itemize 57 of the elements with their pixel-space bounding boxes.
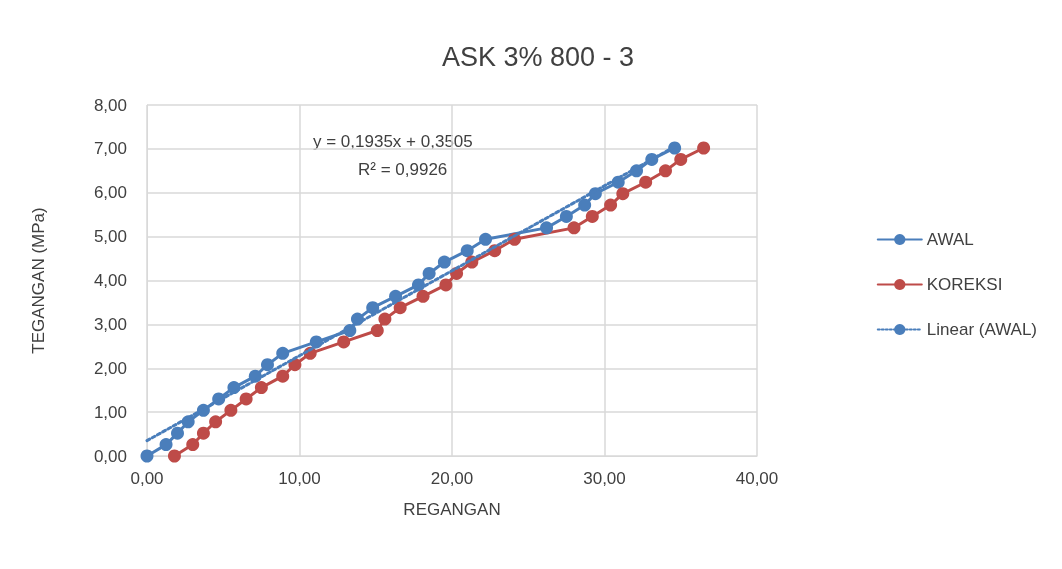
point xyxy=(337,335,351,349)
point xyxy=(393,301,407,315)
point xyxy=(209,415,223,429)
point xyxy=(697,141,711,155)
x-tick-label: 20,00 xyxy=(430,469,474,488)
point xyxy=(239,392,253,406)
y-tick-label: 4,00 xyxy=(93,271,127,290)
point xyxy=(416,289,430,303)
point xyxy=(439,278,453,292)
annotation: y = 0,1935x + 0,3505 xyxy=(313,132,473,151)
x-tick-label: 0,00 xyxy=(130,469,164,488)
point xyxy=(604,198,618,212)
point xyxy=(276,369,290,383)
y-tick-label: 7,00 xyxy=(93,139,127,159)
legend-label: AWAL xyxy=(926,230,974,249)
point xyxy=(167,449,181,463)
point xyxy=(171,426,184,440)
point xyxy=(186,438,200,452)
point xyxy=(366,301,380,315)
point xyxy=(276,346,290,360)
y-axis-title: TEGANGAN (MPa) xyxy=(29,207,48,354)
y-tick-label: 1,00 xyxy=(93,402,127,422)
point xyxy=(437,255,451,269)
chart-title: ASK 3% 800 - 3 xyxy=(441,41,635,72)
point xyxy=(140,449,154,463)
point xyxy=(578,198,592,212)
point xyxy=(370,324,384,338)
y-tick-label: 5,00 xyxy=(93,227,127,247)
point xyxy=(659,164,672,178)
y-tick-label: 6,00 xyxy=(93,183,127,203)
point xyxy=(224,403,238,417)
y-tick-label: 8,00 xyxy=(93,95,127,115)
x-tick-label: 30,00 xyxy=(583,469,626,488)
point xyxy=(196,426,210,440)
point xyxy=(639,175,653,189)
point xyxy=(159,438,173,452)
point xyxy=(559,209,573,223)
point xyxy=(540,221,554,235)
point xyxy=(460,244,474,258)
point xyxy=(422,266,436,280)
annotation: R² = 0,9926 xyxy=(358,160,448,179)
y-tick-label: 0,00 xyxy=(93,446,127,466)
point xyxy=(616,187,630,201)
point xyxy=(254,381,268,395)
point xyxy=(567,221,581,235)
x-axis-title: REGANGAN xyxy=(403,500,501,519)
point xyxy=(674,152,688,166)
legend-label: Linear (AWAL) xyxy=(926,320,1037,339)
x-tick-label: 10,00 xyxy=(278,469,321,488)
y-tick-label: 2,00 xyxy=(93,358,127,378)
point xyxy=(378,312,392,326)
point xyxy=(260,358,274,372)
point xyxy=(585,209,599,223)
point xyxy=(479,232,493,246)
y-tick-label: 3,00 xyxy=(93,314,127,334)
legend-label: KOREKSI xyxy=(926,275,1003,294)
x-tick-label: 40,00 xyxy=(735,469,779,488)
